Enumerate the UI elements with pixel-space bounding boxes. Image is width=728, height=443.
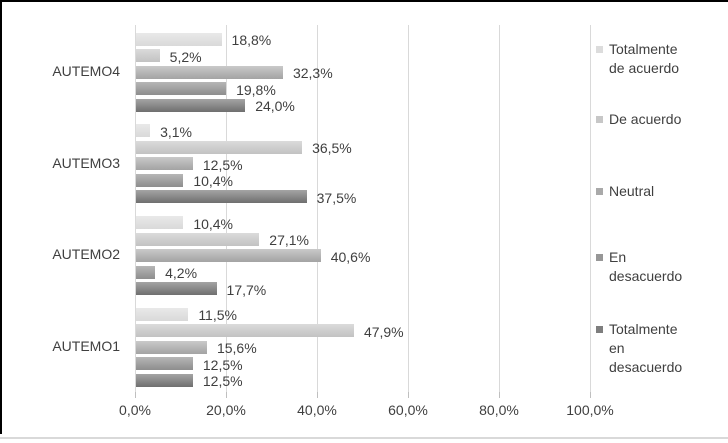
bar-autemo1-series-4 [136, 357, 193, 371]
axis-tick [317, 392, 318, 398]
legend-color-swatch [596, 116, 603, 123]
data-label: 12,5% [202, 373, 243, 390]
x-axis-tick-label: 0,0% [119, 402, 151, 418]
bar-autemo2-series-1 [136, 216, 184, 229]
legend-label: Neutral [609, 182, 654, 201]
figure-border-top [0, 0, 728, 2]
axis-tick [135, 392, 136, 398]
bar-autemo3-series-1 [136, 124, 151, 138]
category-label-autemo4: AUTEMO4 [52, 62, 120, 79]
legend-label-line: de acuerdo [609, 60, 680, 76]
data-label: 3,1% [160, 123, 193, 140]
legend-label-line: De acuerdo [609, 111, 682, 127]
bar-autemo2-series-5 [136, 282, 217, 295]
gridline [226, 25, 227, 392]
figure-border-bottom [0, 437, 728, 439]
plot-area: 18,8% 5,2% 32,3% 19,8% 24,0% 3,1% 36,5% 12,5% 10… [135, 25, 591, 392]
data-label: 32,3% [292, 65, 333, 81]
axis-tick [499, 392, 500, 398]
gridline [499, 25, 500, 392]
gridline [317, 25, 318, 392]
data-label: 15,6% [216, 340, 257, 357]
bar-autemo3-series-2 [136, 140, 303, 154]
legend-label-line: En [609, 249, 627, 265]
bar-autemo4-series-1 [136, 32, 222, 46]
bar-autemo4-series-4 [136, 82, 227, 95]
category-label-autemo2: AUTEMO2 [52, 246, 120, 263]
data-label: 47,9% [363, 323, 404, 340]
data-label: 37,5% [316, 189, 357, 206]
bar-autemo1-series-5 [136, 373, 193, 387]
legend-label-line: Totalmente [609, 41, 678, 57]
axis-tick [226, 392, 227, 398]
bar-autemo3-series-3 [136, 157, 193, 171]
legend-label-line: desacuerdo [609, 268, 683, 284]
legend-color-swatch [596, 326, 603, 333]
gridline [135, 25, 136, 392]
bar-autemo1-series-3 [136, 340, 207, 354]
gridline [408, 25, 409, 392]
bar-autemo2-series-4 [136, 265, 156, 279]
category-label-autemo1: AUTEMO1 [52, 338, 120, 355]
legend-label-line: Neutral [609, 183, 655, 199]
legend-color-swatch [596, 254, 603, 261]
data-label: 10,4% [193, 215, 234, 232]
data-label: 12,5% [202, 356, 243, 373]
axis-tick [590, 392, 591, 398]
legend-label: Totalmente de acuerdo [609, 40, 679, 78]
x-axis-tick-label: 20,0% [206, 402, 246, 418]
legend-label: De acuerdo [609, 110, 681, 129]
bar-autemo4-series-5 [136, 98, 246, 112]
legend-label: En desacuerdo [609, 248, 682, 286]
data-label: 4,2% [165, 265, 198, 281]
bar-autemo3-series-5 [136, 190, 307, 204]
x-axis-tick-label: 100,0% [566, 402, 614, 418]
data-label: 10,4% [193, 173, 234, 190]
data-label: 18,8% [231, 32, 272, 48]
legend-color-swatch [596, 46, 603, 53]
data-label: 24,0% [255, 98, 295, 114]
category-label-autemo3: AUTEMO3 [52, 154, 120, 171]
figure-border-left [0, 0, 2, 434]
x-axis-tick-label: 80,0% [479, 402, 519, 418]
bar-autemo2-series-2 [136, 232, 260, 246]
gridline [590, 25, 591, 392]
legend-label-line: en [609, 340, 625, 356]
axis-tick [408, 392, 409, 398]
data-label: 5,2% [169, 48, 202, 65]
bar-autemo1-series-2 [136, 324, 354, 338]
legend-label-line: desacuerdo [609, 359, 683, 375]
data-label: 19,8% [236, 81, 276, 98]
data-label: 40,6% [330, 248, 371, 265]
bar-autemo1-series-1 [136, 307, 189, 321]
data-label: 11,5% [198, 307, 237, 324]
legend-label-line: Totalmente [609, 321, 678, 337]
legend: Totalmente de acuerdo De acuerdo Neutral En d… [596, 0, 721, 443]
bar-autemo4-series-3 [136, 65, 283, 79]
data-label: 17,7% [226, 281, 267, 298]
data-label: 36,5% [312, 140, 352, 157]
x-axis-tick-label: 60,0% [388, 402, 428, 418]
legend-label: Totalmente en desacuerdo [609, 320, 682, 377]
data-label: 27,1% [269, 232, 309, 248]
data-label: 12,5% [202, 156, 243, 173]
legend-color-swatch [596, 188, 603, 195]
bar-autemo4-series-2 [136, 49, 160, 62]
x-axis-tick-label: 40,0% [297, 402, 337, 418]
bar-autemo3-series-4 [136, 173, 184, 187]
bar-autemo2-series-3 [136, 249, 321, 262]
